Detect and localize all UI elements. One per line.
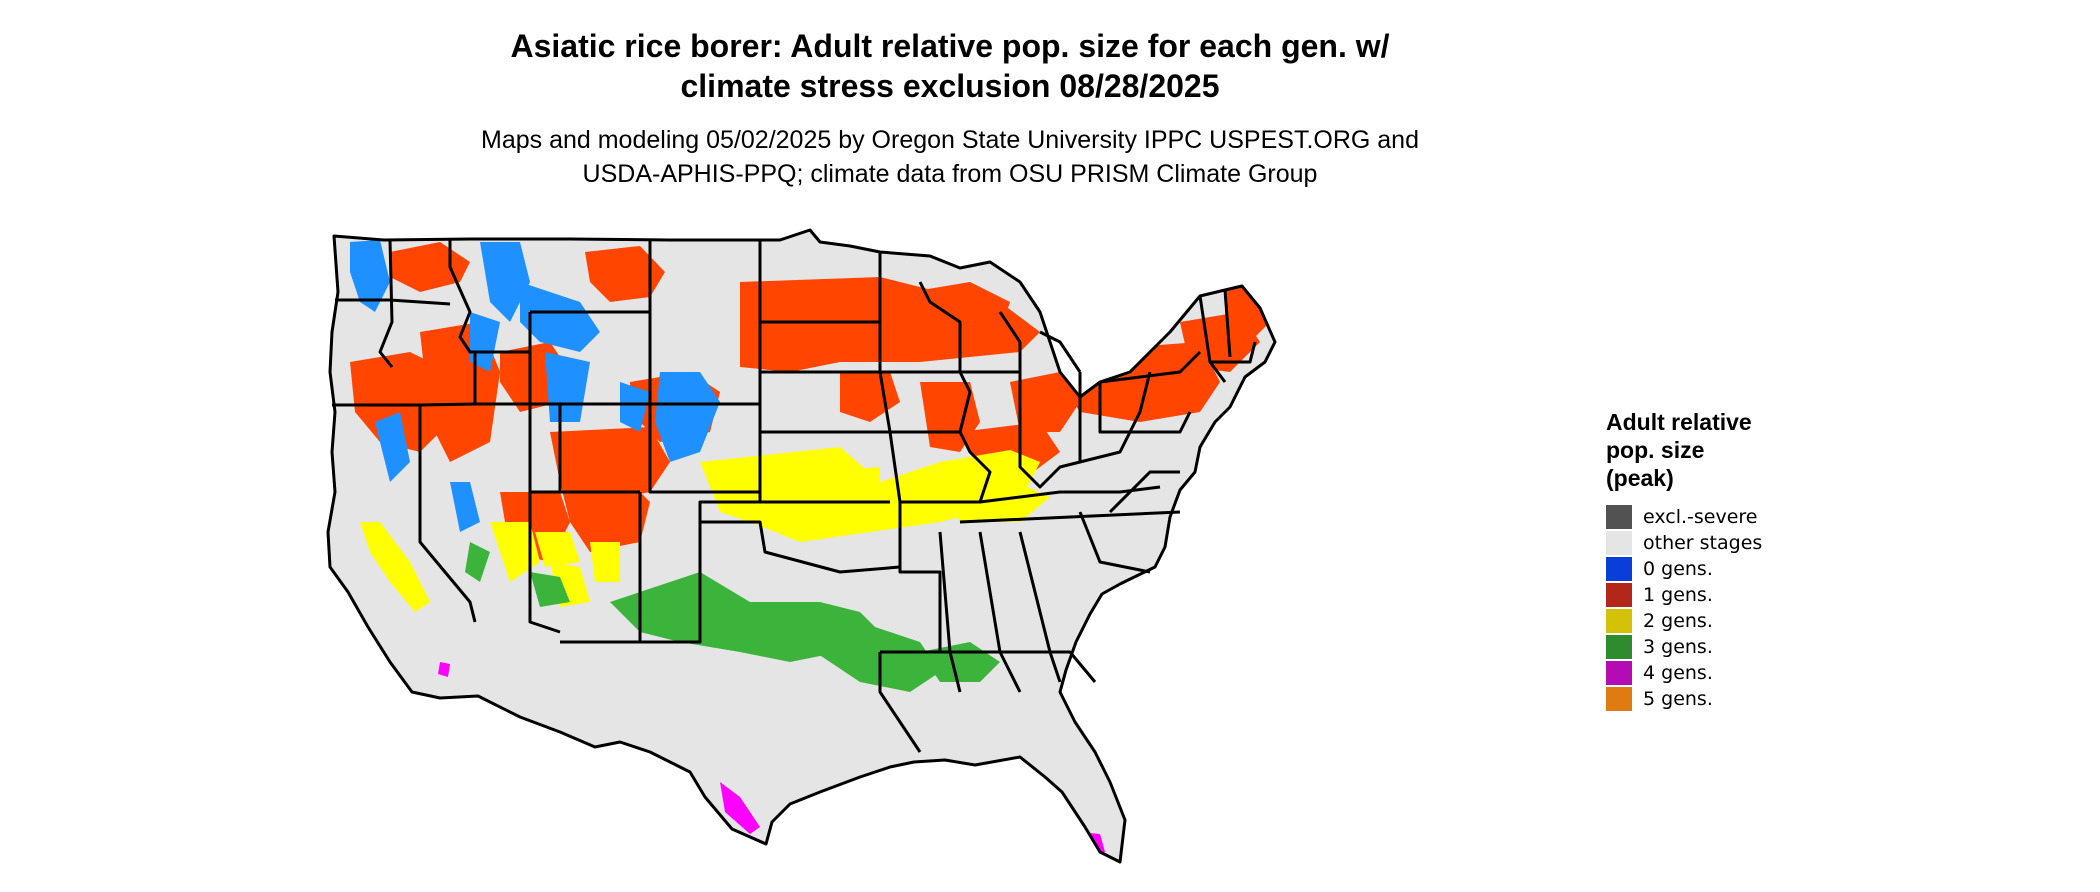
legend-swatch <box>1606 609 1632 633</box>
legend-item: 2 gens. <box>1606 608 1762 634</box>
state-borders <box>326 228 1277 864</box>
legend-label: 0 gens. <box>1643 558 1713 580</box>
legend-item: 4 gens. <box>1606 660 1762 686</box>
legend-item: 1 gens. <box>1606 582 1762 608</box>
map-subtitle-line-1: Maps and modeling 05/02/2025 by Oregon S… <box>481 126 1419 154</box>
map-subtitle: Maps and modeling 05/02/2025 by Oregon S… <box>0 123 1900 191</box>
legend-title: Adult relative pop. size (peak) <box>1606 408 1762 492</box>
legend-label: excl.-severe <box>1643 506 1758 528</box>
legend-item: excl.-severe <box>1606 504 1762 530</box>
legend-swatch <box>1606 531 1632 555</box>
legend-title-line-3: (peak) <box>1606 465 1674 491</box>
us-map <box>326 228 1277 864</box>
map-title-line-2: climate stress exclusion 08/28/2025 <box>680 68 1220 104</box>
map-legend: Adult relative pop. size (peak) excl.-se… <box>1606 408 1762 712</box>
us-outline <box>326 228 1277 864</box>
legend-label: other stages <box>1643 532 1763 554</box>
legend-item: other stages <box>1606 530 1762 556</box>
legend-swatch <box>1606 661 1632 685</box>
zone-2-gens <box>360 447 1050 612</box>
legend-title-line-2: pop. size <box>1606 437 1705 463</box>
legend-title-line-1: Adult relative <box>1606 409 1752 435</box>
legend-swatch <box>1606 557 1632 581</box>
legend-item: 5 gens. <box>1606 686 1762 712</box>
map-title-line-1: Asiatic rice borer: Adult relative pop. … <box>510 28 1390 64</box>
legend-item: 3 gens. <box>1606 634 1762 660</box>
legend-swatch <box>1606 505 1632 529</box>
legend-item: 0 gens. <box>1606 556 1762 582</box>
legend-label: 3 gens. <box>1643 636 1713 658</box>
legend-label: 4 gens. <box>1643 662 1713 684</box>
map-title: Asiatic rice borer: Adult relative pop. … <box>0 26 1900 106</box>
legend-swatch <box>1606 583 1632 607</box>
legend-label: 2 gens. <box>1643 610 1713 632</box>
legend-label: 1 gens. <box>1643 584 1713 606</box>
legend-items: excl.-severe other stages 0 gens. 1 gens. 2 … <box>1606 504 1762 712</box>
legend-swatch <box>1606 635 1632 659</box>
map-subtitle-line-2: USDA-APHIS-PPQ; climate data from OSU PR… <box>582 160 1318 188</box>
legend-swatch <box>1606 687 1632 711</box>
legend-label: 5 gens. <box>1643 688 1713 710</box>
